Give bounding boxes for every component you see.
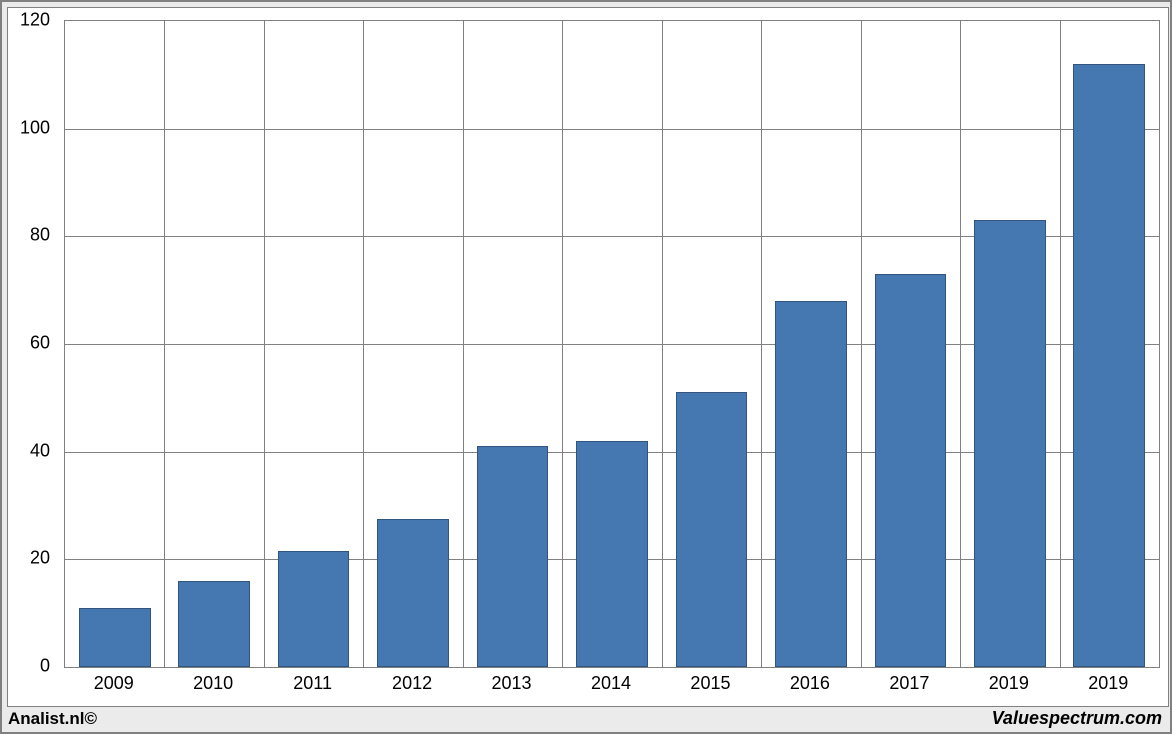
- gridline-vertical: [761, 21, 762, 667]
- gridline-vertical: [960, 21, 961, 667]
- x-axis-tick-label: 2016: [790, 673, 830, 694]
- y-axis-tick-label: 0: [6, 656, 50, 677]
- bar: [875, 274, 947, 667]
- gridline-vertical: [363, 21, 364, 667]
- y-axis-tick-label: 120: [6, 10, 50, 31]
- y-axis-tick-label: 40: [6, 440, 50, 461]
- x-axis-tick-label: 2015: [690, 673, 730, 694]
- bar: [1073, 64, 1145, 667]
- x-axis-tick-label: 2019: [989, 673, 1029, 694]
- bar: [79, 608, 151, 667]
- bar: [775, 301, 847, 667]
- y-axis-tick-label: 100: [6, 117, 50, 138]
- x-axis-tick-label: 2011: [293, 673, 332, 694]
- x-axis-tick-label: 2009: [94, 673, 134, 694]
- gridline-vertical: [463, 21, 464, 667]
- x-axis-tick-label: 2013: [492, 673, 532, 694]
- gridline-vertical: [562, 21, 563, 667]
- bar: [377, 519, 449, 667]
- x-axis-tick-label: 2014: [591, 673, 631, 694]
- gridline-vertical: [264, 21, 265, 667]
- x-axis-tick-label: 2012: [392, 673, 432, 694]
- y-axis-tick-label: 20: [6, 548, 50, 569]
- x-axis-tick-label: 2017: [889, 673, 929, 694]
- gridline-horizontal: [65, 129, 1159, 130]
- gridline-vertical: [164, 21, 165, 667]
- bar: [278, 551, 350, 667]
- y-axis-tick-label: 80: [6, 225, 50, 246]
- bar: [974, 220, 1046, 667]
- x-axis-tick-label: 2019: [1088, 673, 1128, 694]
- gridline-vertical: [861, 21, 862, 667]
- plot-area: [64, 20, 1160, 668]
- x-axis-tick-label: 2010: [193, 673, 233, 694]
- gridline-vertical: [1060, 21, 1061, 667]
- y-axis-tick-label: 60: [6, 333, 50, 354]
- bar: [676, 392, 748, 667]
- footer-right-credit: Valuespectrum.com: [992, 708, 1162, 729]
- gridline-vertical: [662, 21, 663, 667]
- bar: [477, 446, 549, 667]
- bar: [576, 441, 648, 667]
- footer-left-credit: Analist.nl©: [8, 709, 97, 729]
- chart-card: 0 20 40 60 80 100 120 2009 2010 2011 2012 2013 2014…: [0, 0, 1172, 734]
- chart-inner: 0 20 40 60 80 100 120 2009 2010 2011 2012 2013 2014…: [7, 7, 1169, 707]
- bar: [178, 581, 250, 667]
